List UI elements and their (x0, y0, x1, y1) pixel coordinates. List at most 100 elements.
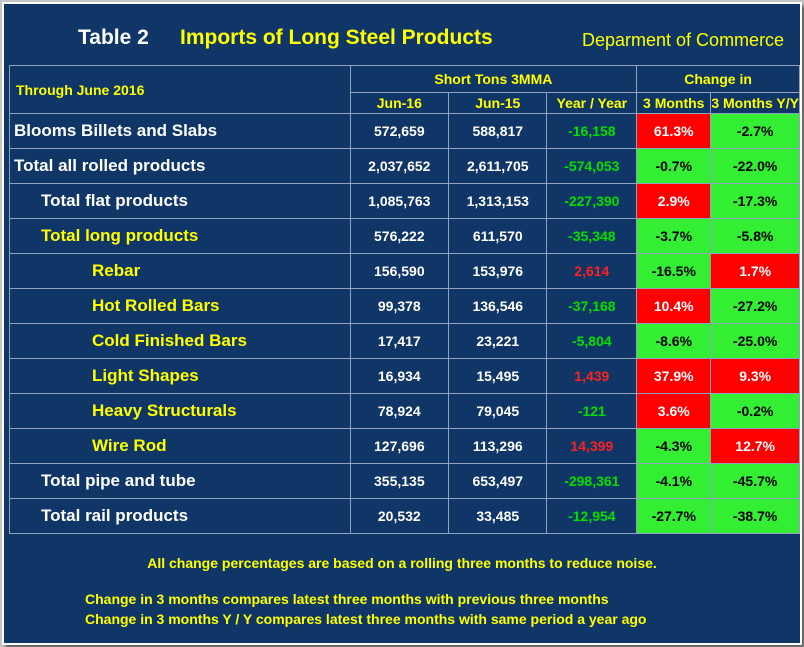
row-label: Wire Rod (9, 428, 351, 464)
jun16-value: 17,417 (349, 323, 450, 359)
yoy-value: -574,053 (546, 148, 638, 184)
table-row: Total flat products 1,085,763 1,313,153 … (9, 183, 800, 219)
through-header: Through June 2016 (9, 65, 351, 114)
department: Deparment of Commerce (582, 30, 785, 50)
jun16-header: Jun-16 (349, 92, 450, 114)
three-months-value: 37.9% (636, 358, 712, 394)
jun16-value: 355,135 (349, 463, 450, 499)
change-in-header: Change in (636, 65, 800, 93)
three-months-value: -3.7% (636, 218, 712, 254)
three-months-header: 3 Months (636, 92, 712, 114)
three-months-value: -27.7% (636, 498, 712, 534)
jun16-value: 78,924 (349, 393, 450, 429)
jun16-value: 20,532 (349, 498, 450, 534)
three-months-yy-value: -5.8% (710, 218, 800, 254)
three-months-value: 61.3% (636, 113, 712, 149)
three-months-yy-value: -22.0% (710, 148, 800, 184)
header-row-2: Jun-16 Jun-15 Year / Year 3 Months 3 Mon… (10, 92, 800, 114)
three-months-yy-header: 3 Months Y/Y (710, 92, 800, 114)
row-label: Total flat products (9, 183, 351, 219)
jun15-value: 588,817 (448, 113, 548, 149)
row-label: Rebar (9, 253, 351, 289)
three-months-note: Change in 3 months compares latest three… (85, 591, 609, 607)
three-months-yy-note: Change in 3 months Y / Y compares latest… (85, 611, 647, 627)
yoy-value: -35,348 (546, 218, 638, 254)
jun15-value: 611,570 (448, 218, 548, 254)
three-months-yy-value: -25.0% (710, 323, 800, 359)
table-row: Total rail products 20,532 33,485 -12,95… (9, 498, 800, 534)
table-row: Heavy Structurals 78,924 79,045 -121 3.6… (9, 393, 800, 429)
three-months-value: 3.6% (636, 393, 712, 429)
jun15-value: 1,313,153 (448, 183, 548, 219)
three-months-value: -0.7% (636, 148, 712, 184)
row-label: Light Shapes (9, 358, 351, 394)
three-months-yy-value: -0.2% (710, 393, 800, 429)
jun15-value: 153,976 (448, 253, 548, 289)
jun16-value: 99,378 (349, 288, 450, 324)
header-row-1: Through June 2016 Short Tons 3MMA Change… (9, 65, 800, 114)
three-months-value: 2.9% (636, 183, 712, 219)
jun16-value: 576,222 (349, 218, 450, 254)
short-tons-header: Short Tons 3MMA (349, 65, 638, 93)
yoy-value: -121 (546, 393, 638, 429)
three-months-yy-value: -2.7% (710, 113, 800, 149)
three-months-value: 10.4% (636, 288, 712, 324)
row-label: Total rail products (9, 498, 351, 534)
table-row: Wire Rod 127,696 113,296 14,399 -4.3% 12… (9, 428, 800, 464)
three-months-yy-value: 9.3% (710, 358, 800, 394)
three-months-value: -16.5% (636, 253, 712, 289)
jun15-header: Jun-15 (448, 92, 548, 114)
yoy-value: 2,614 (546, 253, 638, 289)
table-number: Table 2 (78, 26, 149, 49)
row-label: Cold Finished Bars (9, 323, 351, 359)
jun15-value: 33,485 (448, 498, 548, 534)
three-months-yy-value: -45.7% (710, 463, 800, 499)
yoy-value: -298,361 (546, 463, 638, 499)
jun15-value: 2,611,705 (448, 148, 548, 184)
yoy-value: -5,804 (546, 323, 638, 359)
table-row: Blooms Billets and Slabs 572,659 588,817… (9, 113, 800, 149)
yoy-value: -12,954 (546, 498, 638, 534)
jun15-value: 136,546 (448, 288, 548, 324)
three-months-yy-value: 1.7% (710, 253, 800, 289)
table-title: Imports of Long Steel Products (180, 26, 493, 49)
jun15-value: 113,296 (448, 428, 548, 464)
yoy-value: -37,168 (546, 288, 638, 324)
row-label: Blooms Billets and Slabs (9, 113, 351, 149)
yoy-value: 1,439 (546, 358, 638, 394)
table-row: Total long products 576,222 611,570 -35,… (9, 218, 800, 254)
rolling-note: All change percentages are based on a ro… (147, 555, 657, 571)
jun16-value: 572,659 (349, 113, 450, 149)
row-label: Heavy Structurals (9, 393, 351, 429)
row-label: Hot Rolled Bars (9, 288, 351, 324)
table-row: Light Shapes 16,934 15,495 1,439 37.9% 9… (9, 358, 800, 394)
three-months-value: -4.3% (636, 428, 712, 464)
three-months-yy-value: -17.3% (710, 183, 800, 219)
jun15-value: 79,045 (448, 393, 548, 429)
year-year-header: Year / Year (546, 92, 638, 114)
imports-table: Through June 2016 Short Tons 3MMA Change… (9, 65, 800, 534)
three-months-value: -4.1% (636, 463, 712, 499)
table-row: Cold Finished Bars 17,417 23,221 -5,804 … (9, 323, 800, 359)
yoy-value: 14,399 (546, 428, 638, 464)
yoy-value: -227,390 (546, 183, 638, 219)
three-months-yy-value: -27.2% (710, 288, 800, 324)
three-months-yy-value: -38.7% (710, 498, 800, 534)
jun16-value: 2,037,652 (349, 148, 450, 184)
three-months-yy-value: 12.7% (710, 428, 800, 464)
table-row: Total pipe and tube 355,135 653,497 -298… (9, 463, 800, 499)
jun16-value: 156,590 (349, 253, 450, 289)
table-row: Rebar 156,590 153,976 2,614 -16.5% 1.7% (9, 253, 800, 289)
row-label: Total long products (9, 218, 351, 254)
table-row: Hot Rolled Bars 99,378 136,546 -37,168 1… (9, 288, 800, 324)
jun15-value: 653,497 (448, 463, 548, 499)
jun16-value: 16,934 (349, 358, 450, 394)
jun15-value: 15,495 (448, 358, 548, 394)
jun16-value: 1,085,763 (349, 183, 450, 219)
yoy-value: -16,158 (546, 113, 638, 149)
jun15-value: 23,221 (448, 323, 548, 359)
three-months-value: -8.6% (636, 323, 712, 359)
row-label: Total all rolled products (9, 148, 351, 184)
table-row: Total all rolled products 2,037,652 2,61… (9, 148, 800, 184)
